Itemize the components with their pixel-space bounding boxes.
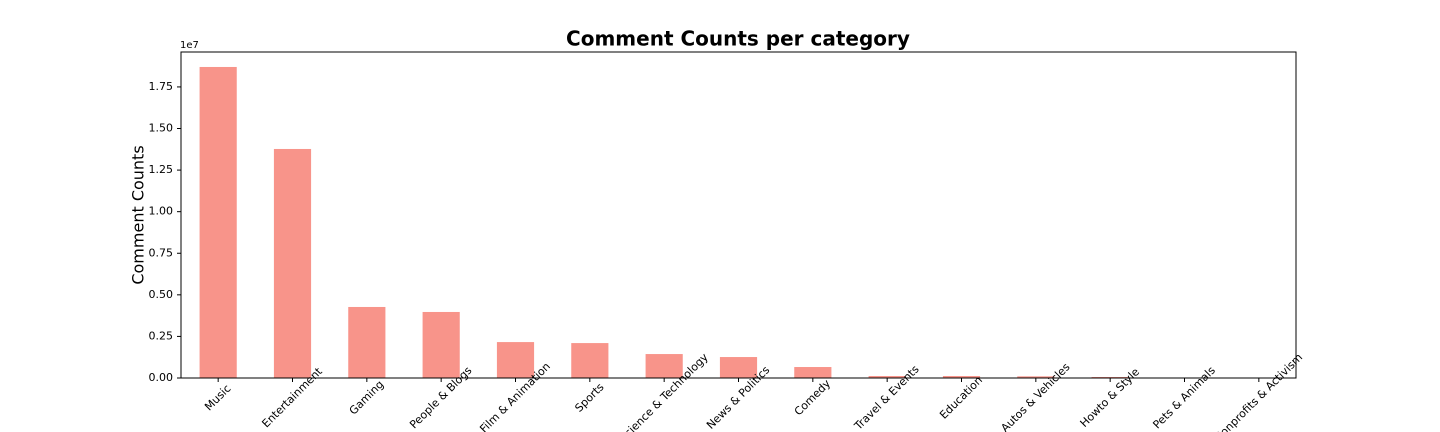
x-tick-label: Nonprofits & Activism bbox=[1212, 351, 1306, 432]
y-tick-label: 0.25 bbox=[149, 329, 174, 342]
x-tick-label: Travel & Events bbox=[851, 363, 922, 432]
bar bbox=[199, 66, 237, 378]
x-tick-label: Howto & Style bbox=[1078, 365, 1143, 430]
bar bbox=[422, 311, 460, 378]
chart-title: Comment Counts per category bbox=[566, 27, 910, 51]
y-tick-label: 1.25 bbox=[149, 163, 174, 176]
y-offset-label: 1e7 bbox=[180, 40, 199, 51]
y-tick-label: 0.00 bbox=[149, 371, 174, 384]
y-tick-label: 0.75 bbox=[149, 246, 174, 259]
x-tick-label: Autos & Vehicles bbox=[998, 360, 1072, 432]
x-tick-label: Sports bbox=[572, 380, 606, 414]
plot-frame bbox=[180, 51, 1297, 379]
y-tick-label: 0.50 bbox=[149, 288, 174, 301]
y-tick-label: 1.00 bbox=[149, 205, 174, 218]
x-tick-label: Gaming bbox=[347, 378, 387, 418]
bar bbox=[273, 148, 312, 378]
bar bbox=[942, 376, 981, 378]
bar bbox=[571, 343, 609, 378]
bar bbox=[348, 306, 386, 378]
x-tick-label: Pets & Animals bbox=[1150, 364, 1218, 432]
bar bbox=[719, 357, 758, 378]
bar bbox=[496, 342, 535, 378]
bar bbox=[868, 376, 906, 378]
x-tick-label: Comedy bbox=[792, 377, 834, 419]
bar bbox=[1017, 376, 1055, 378]
y-tick-label: 1.75 bbox=[149, 80, 174, 93]
bar bbox=[645, 354, 683, 378]
x-tick-label: Music bbox=[202, 382, 233, 413]
y-axis-label: Comment Counts bbox=[129, 145, 148, 284]
bar bbox=[794, 367, 832, 378]
y-tick-label: 1.50 bbox=[149, 122, 174, 135]
